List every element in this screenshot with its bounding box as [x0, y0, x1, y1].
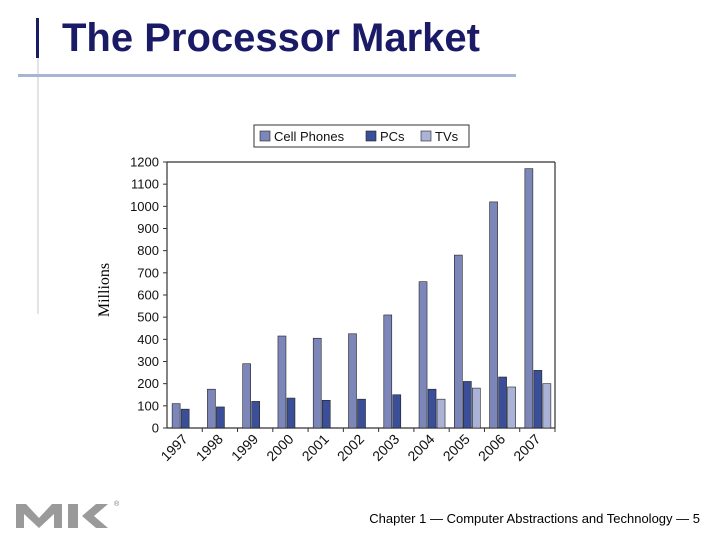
- bar-cell-phones-1998: [207, 388, 216, 429]
- y-tick-label: 1100: [131, 177, 159, 192]
- bar-pcs-2000: [286, 397, 296, 429]
- y-tick-label: 300: [137, 354, 159, 369]
- legend-swatch-cell-phones: [259, 130, 271, 142]
- y-tick-label: 400: [137, 332, 159, 347]
- title-accent-bar: [36, 18, 39, 58]
- bar-cell-phones-2004: [418, 281, 428, 429]
- bar-cell-phones-1997: [171, 403, 181, 429]
- y-tick-label: 900: [137, 221, 159, 236]
- x-tick-label-2003: 2003: [369, 431, 402, 464]
- x-tick-label-2001: 2001: [299, 431, 332, 464]
- title-underline: [18, 74, 516, 77]
- x-tick-label-2000: 2000: [263, 431, 296, 464]
- slide-title: The Processor Market: [62, 16, 480, 60]
- legend-swatch-tvs: [420, 130, 432, 142]
- bar-tvs-2005: [472, 387, 481, 429]
- bar-cell-phones-2006: [489, 201, 498, 429]
- bar-pcs-2006: [498, 376, 507, 429]
- legend-label-tvs: TVs: [435, 129, 459, 144]
- bar-pcs-1999: [251, 401, 260, 429]
- legend-swatch-pcs: [365, 130, 377, 142]
- bar-tvs-2004: [436, 398, 446, 429]
- bar-pcs-2005: [463, 381, 472, 429]
- bar-pcs-2007: [533, 370, 543, 429]
- logo-registered-mark: ®: [114, 500, 120, 508]
- y-tick-label: 600: [137, 288, 159, 303]
- bar-cell-phones-2002: [348, 333, 357, 429]
- bar-pcs-2004: [427, 388, 437, 429]
- bar-cell-phones-2003: [383, 314, 393, 429]
- bar-pcs-2003: [392, 394, 402, 429]
- y-tick-label: 1000: [130, 199, 159, 214]
- bar-pcs-2001: [321, 399, 331, 429]
- decorative-vertical-line: [37, 58, 39, 314]
- y-axis-label: Millions: [96, 263, 113, 317]
- legend-label-cell-phones: Cell Phones: [274, 129, 345, 144]
- legend-label-pcs: PCs: [380, 129, 405, 144]
- slide-footer: Chapter 1 — Computer Abstractions and Te…: [369, 511, 700, 526]
- bar-cell-phones-1999: [242, 363, 251, 429]
- x-tick-label-2007: 2007: [510, 431, 543, 464]
- bar-cell-phones-2007: [524, 168, 534, 429]
- bar-pcs-1998: [216, 406, 225, 429]
- y-tick-label: 1200: [130, 155, 159, 170]
- x-tick-label-2002: 2002: [334, 431, 367, 464]
- bar-pcs-2002: [357, 398, 366, 429]
- x-tick-label-2005: 2005: [440, 431, 473, 464]
- mk-publisher-logo: ®: [16, 500, 120, 528]
- bar-cell-phones-2000: [277, 335, 287, 429]
- x-tick-label-2006: 2006: [475, 431, 508, 464]
- bar-cell-phones-2001: [312, 337, 322, 429]
- x-tick-label-2004: 2004: [404, 431, 437, 464]
- y-tick-label: 0: [152, 421, 159, 436]
- y-tick-label: 100: [137, 398, 159, 413]
- bar-tvs-2007: [542, 383, 552, 429]
- bar-cell-phones-2005: [454, 254, 463, 429]
- y-tick-label: 700: [137, 265, 159, 280]
- y-tick-label: 500: [137, 310, 159, 325]
- y-tick-label: 200: [137, 376, 159, 391]
- y-tick-label: 800: [137, 243, 159, 258]
- chart-legend: [253, 124, 470, 148]
- x-tick-label-1998: 1998: [193, 431, 226, 464]
- x-tick-label-1999: 1999: [228, 431, 261, 464]
- bar-tvs-2006: [507, 386, 516, 429]
- x-tick-label-1997: 1997: [157, 431, 190, 464]
- bar-pcs-1997: [180, 408, 190, 429]
